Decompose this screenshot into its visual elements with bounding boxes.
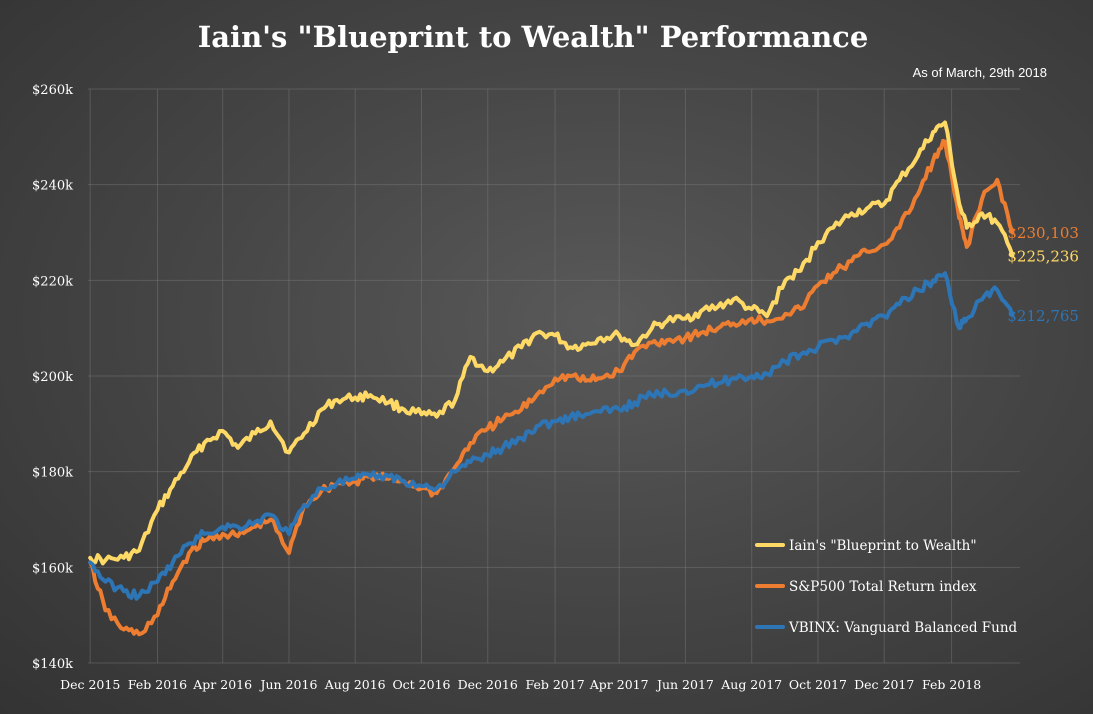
- x-tick-label: Oct 2017: [789, 677, 847, 692]
- end-value-label: $230,103: [1007, 224, 1079, 242]
- legend-label: S&P500 Total Return index: [789, 579, 977, 595]
- chart-subtitle: As of March, 29th 2018: [913, 65, 1047, 80]
- y-tick-label: $240k: [32, 179, 73, 194]
- y-axis: $140k $160k $180k $200k $220k $240k $260k: [32, 83, 73, 672]
- x-tick-label: Aug 2017: [720, 677, 782, 692]
- x-tick-label: Oct 2016: [392, 677, 450, 692]
- x-tick-label: Dec 2017: [854, 677, 914, 692]
- y-tick-label: $160k: [32, 561, 73, 576]
- x-tick-label: Jun 2016: [259, 677, 318, 692]
- series-line-2: [88, 271, 1015, 601]
- x-tick-label: Apr 2016: [192, 677, 252, 692]
- series-line-1: [88, 138, 1015, 637]
- series-line-0: [88, 120, 1015, 566]
- legend: Iain's "Blueprint to Wealth" S&P500 Total…: [755, 538, 1018, 636]
- y-tick-label: $260k: [32, 83, 73, 98]
- end-value-label: $225,236: [1007, 247, 1079, 265]
- y-tick-label: $140k: [32, 657, 73, 672]
- x-tick-label: Feb 2018: [922, 677, 981, 692]
- x-tick-label: Jun 2017: [655, 677, 714, 692]
- end-value-label: $212,765: [1007, 307, 1079, 325]
- legend-label: Iain's "Blueprint to Wealth": [789, 538, 977, 554]
- x-tick-label: Dec 2016: [458, 677, 518, 692]
- end-value-labels: $230,103 $225,236 $212,765: [1007, 224, 1079, 325]
- x-axis: Dec 2015 Feb 2016 Apr 2016 Jun 2016 Aug 2016…: [60, 677, 981, 692]
- x-tick-label: Apr 2017: [589, 677, 649, 692]
- y-tick-label: $180k: [32, 466, 73, 481]
- legend-label: VBINX: Vanguard Balanced Fund: [788, 620, 1018, 636]
- y-tick-label: $200k: [32, 370, 73, 385]
- x-tick-label: Feb 2017: [525, 677, 584, 692]
- gridlines: [88, 88, 1020, 664]
- chart-title: Iain's "Blueprint to Wealth" Performance: [198, 20, 869, 54]
- x-tick-label: Feb 2016: [128, 677, 187, 692]
- x-tick-label: Dec 2015: [60, 677, 120, 692]
- x-tick-label: Aug 2016: [324, 677, 386, 692]
- y-tick-label: $220k: [32, 274, 73, 289]
- series-lines: [88, 120, 1015, 637]
